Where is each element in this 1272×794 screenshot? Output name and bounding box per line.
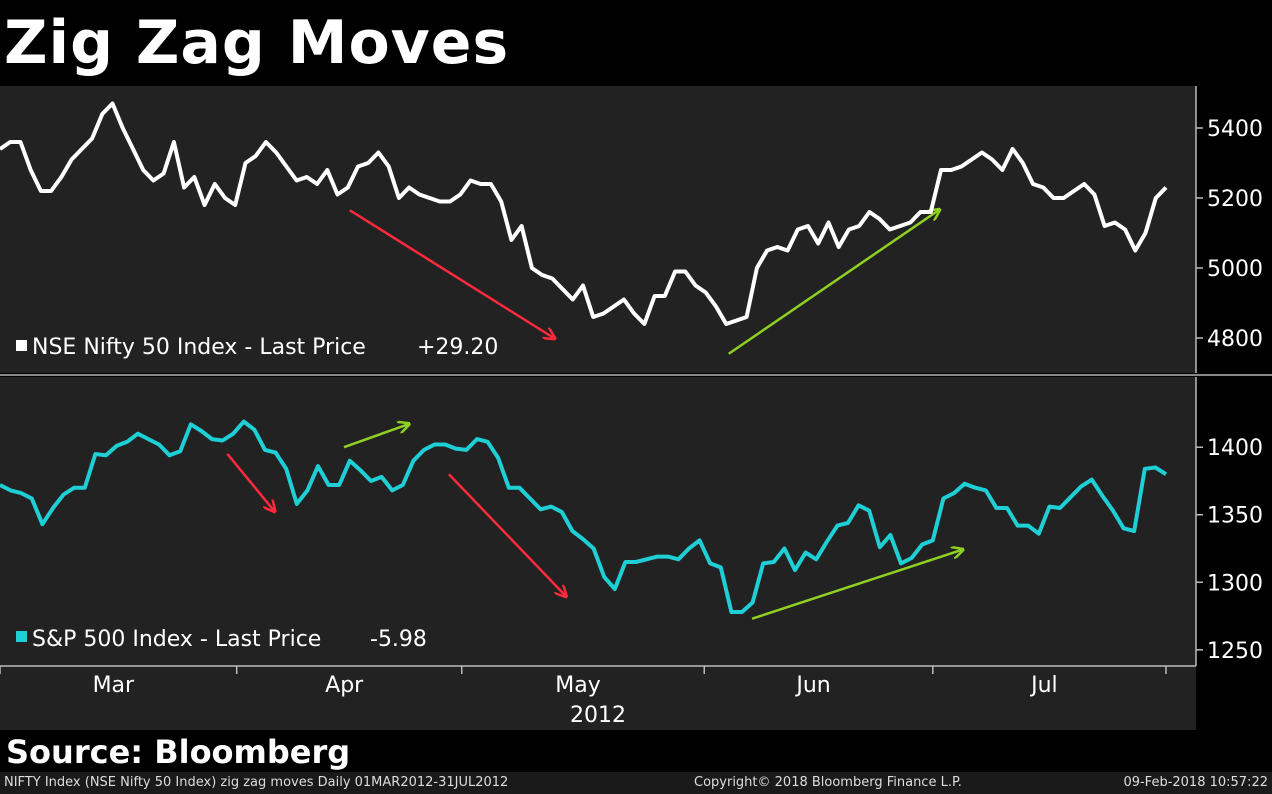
- sp-ytick-label: 1350: [1207, 504, 1263, 529]
- nifty-panel: [0, 86, 1196, 373]
- sp-legend-change: -5.98: [370, 627, 427, 652]
- sp-ytick-label: 1300: [1207, 571, 1263, 596]
- chart-title: Zig Zag Moves: [4, 8, 510, 78]
- chart-area: 5400 5200 5000 4800 1400 1350 1300 1250 Mar Apr…: [0, 86, 1272, 730]
- sp-ytick-label: 1250: [1207, 639, 1263, 664]
- footer-description: NIFTY Index (NSE Nifty 50 Index) zig zag…: [4, 775, 509, 790]
- up-arrow: [728, 210, 939, 355]
- up-arrow: [751, 550, 962, 620]
- sp-legend-label: S&P 500 Index - Last Price: [32, 627, 321, 652]
- xaxis-month-label: Jul: [1029, 673, 1058, 698]
- nifty-legend-label: NSE Nifty 50 Index - Last Price: [32, 335, 366, 360]
- sp-ytick-label: 1400: [1207, 436, 1263, 461]
- panel-divider: [0, 374, 1272, 376]
- down-arrow: [226, 453, 274, 511]
- sp-panel: [0, 377, 1196, 666]
- nifty-arrows: [349, 209, 939, 355]
- nifty-yaxis-ticks: 5400 5200 5000 4800: [1196, 117, 1263, 352]
- xaxis-month-label: Mar: [93, 673, 135, 698]
- footer-timestamp: 09-Feb-2018 10:57:22: [1123, 775, 1268, 790]
- nifty-ytick-label: 5000: [1207, 257, 1263, 282]
- xaxis-ticks: Mar Apr May Jun Jul: [0, 666, 1167, 698]
- xaxis-month-label: Apr: [325, 673, 364, 698]
- nifty-series-line: [0, 101, 1168, 326]
- nifty-legend-change: +29.20: [417, 335, 498, 360]
- footer-copyright: Copyright© 2018 Bloomberg Finance L.P.: [694, 775, 962, 790]
- down-arrow: [349, 209, 554, 338]
- down-arrow: [448, 473, 566, 596]
- nifty-ytick-label: 4800: [1207, 327, 1263, 352]
- nifty-ytick-label: 5400: [1207, 117, 1263, 142]
- nifty-legend-swatch: [16, 340, 27, 351]
- sp-yaxis-ticks: 1400 1350 1300 1250: [1196, 436, 1263, 664]
- up-arrow: [343, 424, 408, 449]
- xaxis-month-label: May: [555, 673, 600, 698]
- sp-legend-swatch: [16, 631, 27, 642]
- footer-bar: NIFTY Index (NSE Nifty 50 Index) zig zag…: [0, 772, 1272, 794]
- xaxis-month-label: Jun: [794, 673, 830, 698]
- source-label: Source: Bloomberg: [6, 733, 351, 771]
- xaxis-band: [0, 666, 1196, 730]
- nifty-ytick-label: 5200: [1207, 187, 1263, 212]
- sp-series-line: [0, 419, 1168, 614]
- xaxis-year-label: 2012: [570, 703, 626, 728]
- sp-arrows: [226, 424, 962, 620]
